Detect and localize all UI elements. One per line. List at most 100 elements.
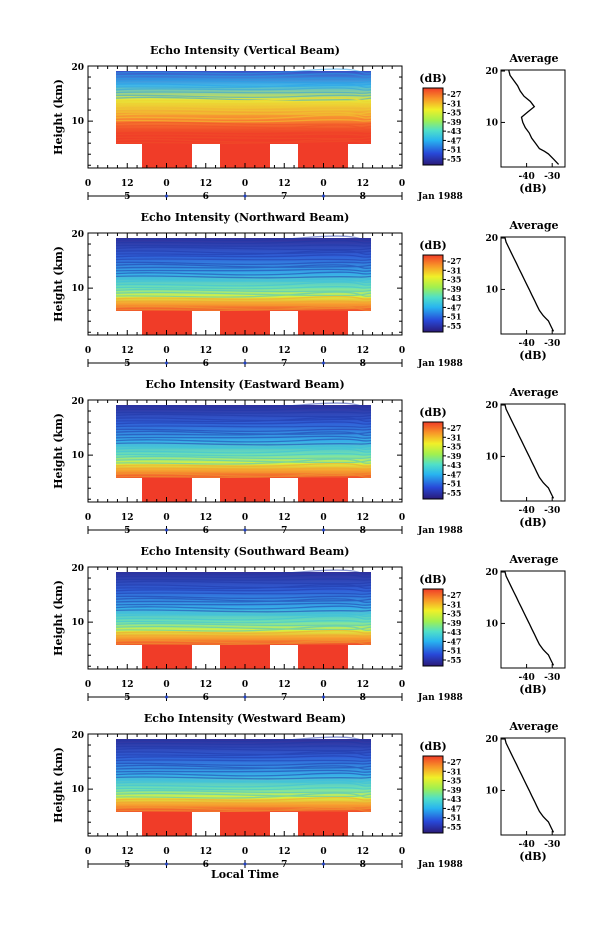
average-x-tick-label: -30: [544, 172, 560, 182]
colorbar-tick-label: -35: [447, 108, 461, 118]
colorbar-tick-label: -43: [447, 126, 462, 136]
heatmap-streak: [115, 772, 372, 777]
y-tick-label: 10: [71, 284, 84, 294]
panel-5: Echo Intensity (Westward Beam)0 12 0 12 0 12 0…: [52, 712, 566, 881]
x-hour-tick-label: 0: [242, 680, 248, 690]
average-y-tick-label: 20: [485, 401, 498, 411]
x-hour-tick-label: 0: [163, 346, 169, 356]
heatmap-streak: [115, 569, 372, 576]
heatmap-streak: [115, 751, 372, 756]
panel-2: Echo Intensity (Northward Beam) 0 12 0 12 0 12…: [52, 211, 566, 369]
x-day-tick-label: 8: [360, 693, 366, 703]
x-hour-tick-label: 12: [278, 513, 291, 523]
heatmap-streak: [115, 96, 372, 101]
average-y-tick-label: 20: [485, 234, 498, 244]
y-tick-label: 20: [71, 731, 84, 741]
average-y-tick-label: 20: [485, 735, 498, 745]
colorbar-tick-label: -35: [447, 609, 461, 619]
heatmap-streak: [115, 595, 372, 600]
colorbar-tick-label: -39: [447, 451, 462, 461]
heatmap-streak: [115, 291, 372, 298]
heatmap-streak: [115, 573, 372, 579]
heatmap-streak: [115, 111, 372, 116]
colorbar-tick-label: -27: [447, 757, 461, 767]
heatmap-streak: [115, 639, 372, 645]
x-hour-tick-label: 0: [163, 847, 169, 857]
month-label: Jan 1988: [417, 192, 463, 202]
heatmap-streak: [115, 430, 372, 435]
average-profile-line: [504, 570, 555, 666]
colorbar-tick-label: -43: [447, 293, 462, 303]
average-title: Average: [508, 720, 558, 733]
heatmap-streak: [115, 438, 372, 443]
x-day-tick-label: 6: [203, 192, 209, 202]
x-hour-tick-label: 0: [242, 346, 248, 356]
average-x-tick-label: -30: [544, 339, 560, 349]
average-title: Average: [508, 52, 558, 65]
heatmap-streak: [115, 740, 372, 746]
heatmap-streak: [115, 104, 372, 109]
x-hour-tick-label: 0: [399, 847, 405, 857]
panel-title: Echo Intensity (Southward Beam): [141, 545, 350, 558]
colorbar-tick-label: -39: [447, 785, 462, 795]
heatmap-streak: [115, 598, 372, 603]
heatmap-streak: [115, 138, 372, 144]
heatmap-texture: [115, 235, 372, 311]
x-day-tick-label: 7: [281, 526, 287, 536]
y-tick-label: 20: [71, 397, 84, 407]
x-day-tick-label: 5: [124, 526, 130, 536]
x-day-tick-label: 5: [124, 359, 130, 369]
heatmap-streak: [115, 445, 372, 449]
y-tick-label: 20: [71, 230, 84, 240]
heatmap-field: [115, 235, 372, 335]
heatmap-streak: [115, 285, 372, 290]
day-axis-marker: [322, 361, 325, 365]
heatmap-streak: [115, 258, 372, 261]
heatmap-streak: [115, 637, 372, 641]
y-axis-label: Height (km): [52, 747, 65, 823]
heatmap-streak: [115, 619, 372, 624]
colorbar-tick-label: -31: [447, 265, 461, 275]
x-hour-tick-label: 12: [121, 513, 134, 523]
day-axis-marker: [165, 194, 168, 198]
average-x-label: (dB): [519, 349, 546, 362]
x-day-tick-label: 7: [281, 860, 287, 870]
day-axis-marker: [243, 862, 247, 866]
colorbar-tick-label: -31: [447, 98, 461, 108]
colorbar-tick-label: -27: [447, 256, 461, 266]
x-hour-tick-label: 0: [85, 346, 91, 356]
colorbar-unit: (dB): [419, 72, 446, 85]
x-hour-tick-label: 0: [163, 680, 169, 690]
x-hour-tick-label: 12: [199, 179, 212, 189]
x-hour-tick-label: 0: [163, 513, 169, 523]
day-axis-marker: [243, 695, 247, 699]
panel-1: Echo Intensity (Vertical Beam)0 12 0 12 0 12 0…: [52, 44, 566, 202]
heatmap-streak: [115, 736, 372, 743]
day-axis-marker: [243, 528, 247, 532]
heatmap-streak: [115, 639, 372, 645]
heatmap-streak: [115, 249, 372, 256]
x-hour-tick-label: 0: [242, 513, 248, 523]
heatmap-streak: [115, 406, 372, 412]
y-axis-label: Height (km): [52, 79, 65, 155]
average-profile-line: [504, 236, 555, 332]
heatmap-streak: [115, 421, 372, 425]
x-hour-tick-label: 12: [121, 179, 134, 189]
heatmap-streak: [115, 254, 372, 258]
heatmap-texture: [115, 402, 372, 478]
heatmap-streak: [115, 101, 372, 105]
day-axis-marker: [322, 528, 325, 532]
heatmap-x-axis: 0 12 0 12 0 12 0 12 0 5 6 7 8 Jan 1988: [85, 734, 463, 870]
heatmap-streak: [115, 87, 372, 91]
y-tick-label: 10: [71, 451, 84, 461]
heatmap-streak: [115, 435, 372, 439]
heatmap-streak: [115, 431, 372, 436]
x-day-tick-label: 6: [203, 526, 209, 536]
colorbar-tick-label: -55: [447, 655, 461, 665]
heatmap-streak: [115, 462, 372, 467]
x-hour-tick-label: 12: [278, 346, 291, 356]
colorbar-tick-label: -27: [447, 423, 461, 433]
x-hour-tick-label: 12: [199, 513, 212, 523]
heatmap-streak: [115, 275, 372, 279]
x-day-tick-label: 6: [203, 693, 209, 703]
